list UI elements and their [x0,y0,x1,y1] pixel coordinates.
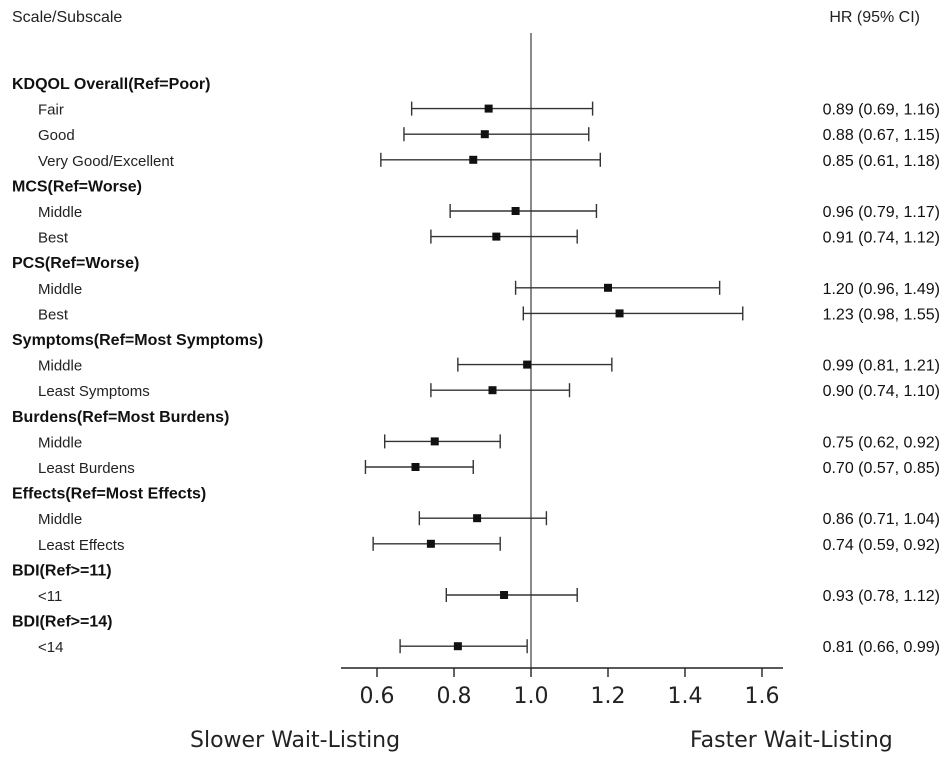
group-label: KDQOL Overall(Ref=Poor) [12,76,210,93]
hr-ci-value: 0.81 (0.66, 0.99) [823,639,940,656]
hr-point [604,283,612,292]
estimate-row: <11 0.93 (0.78, 1.12) [38,588,940,605]
group-label: PCS(Ref=Worse) [12,255,139,272]
group-label: Symptoms(Ref=Most Symptoms) [12,332,263,349]
estimate-row: Least Symptoms 0.90 (0.74, 1.10) [38,383,940,400]
group-label: BDI(Ref>=11) [12,562,112,579]
hr-point [523,360,532,369]
group-label: Effects(Ref=Most Effects) [12,486,206,503]
hr-point [492,232,501,241]
header-scale-subscale: Scale/Subscale [12,9,123,26]
hr-point [453,642,462,651]
hr-ci-value: 1.23 (0.98, 1.55) [823,306,940,323]
hr-point [411,463,420,471]
hr-point [500,591,509,599]
estimate-row: Least Burdens 0.70 (0.57, 0.85) [38,460,940,477]
estimate-row: Good 0.88 (0.67, 1.15) [38,127,940,144]
row-label: <11 [38,588,62,605]
hr-ci-value: 0.93 (0.78, 1.12) [823,588,940,605]
hr-point [426,539,435,548]
row-label: Middle [38,281,82,298]
hr-point [480,130,489,139]
estimate-row: Best 1.23 (0.98, 1.55) [38,306,940,323]
row-label: Best [38,230,69,247]
estimate-row: Fair 0.89 (0.69, 1.16) [38,101,940,119]
row-label: Best [38,306,69,323]
hr-point [430,437,439,446]
footer-slower-wait-listing: Slower Wait-Listing [190,728,401,753]
hr-ci-value: 0.85 (0.61, 1.18) [823,153,940,170]
x-tick-label: 1.6 [745,684,780,709]
row-label: Least Burdens [38,460,135,477]
hr-ci-value: 0.88 (0.67, 1.15) [823,127,940,144]
hr-point [615,309,624,318]
group-label: MCS(Ref=Worse) [12,178,142,195]
estimate-row: <14 0.81 (0.66, 0.99) [38,639,940,656]
hr-ci-value: 0.99 (0.81, 1.21) [823,358,940,375]
footer-faster-wait-listing: Faster Wait-Listing [690,728,893,753]
x-tick-label: 0.8 [437,684,472,709]
hr-ci-value: 0.70 (0.57, 0.85) [823,460,940,477]
group-label: BDI(Ref>=14) [12,614,112,631]
row-label: Good [38,127,75,144]
estimate-row: Best 0.91 (0.74, 1.12) [38,229,940,247]
x-tick-label: 0.6 [360,684,395,709]
hr-point [484,104,493,113]
hr-ci-value: 0.96 (0.79, 1.17) [823,204,940,221]
hr-ci-value: 0.90 (0.74, 1.10) [823,383,940,400]
row-label: Least Symptoms [38,383,150,400]
hr-point [511,207,520,215]
row-label: Middle [38,511,82,528]
hr-ci-value: 0.74 (0.59, 0.92) [823,537,940,554]
estimate-row: Middle 0.86 (0.71, 1.04) [38,511,940,528]
hr-point [488,386,497,395]
hr-ci-value: 0.86 (0.71, 1.04) [823,511,940,528]
x-tick-label: 1.4 [668,684,703,709]
header-hr-ci: HR (95% CI) [829,9,920,26]
group-label: Burdens(Ref=Most Burdens) [12,409,229,426]
hr-ci-value: 0.89 (0.69, 1.16) [823,102,940,119]
row-label: Least Effects [38,537,124,554]
row-label: Fair [38,102,64,119]
hr-point [469,155,478,164]
estimate-row: Very Good/Excellent 0.85 (0.61, 1.18) [38,152,940,170]
estimate-row: Middle 0.96 (0.79, 1.17) [38,204,940,221]
hr-ci-value: 1.20 (0.96, 1.49) [823,281,940,298]
row-label: <14 [38,639,63,656]
estimate-row: Middle 0.75 (0.62, 0.92) [38,434,940,451]
row-label: Middle [38,358,82,375]
hr-ci-value: 0.75 (0.62, 0.92) [823,434,940,451]
row-label: Middle [38,434,82,451]
x-tick-label: 1.0 [514,684,549,709]
x-tick-label: 1.2 [591,684,626,709]
hr-point [473,514,482,523]
estimate-row: Middle 1.20 (0.96, 1.49) [38,280,940,298]
estimate-row: Middle 0.99 (0.81, 1.21) [38,357,940,375]
estimate-row: Least Effects 0.74 (0.59, 0.92) [38,536,940,554]
row-label: Middle [38,204,82,221]
hr-ci-value: 0.91 (0.74, 1.12) [823,230,940,247]
row-label: Very Good/Excellent [38,153,175,170]
